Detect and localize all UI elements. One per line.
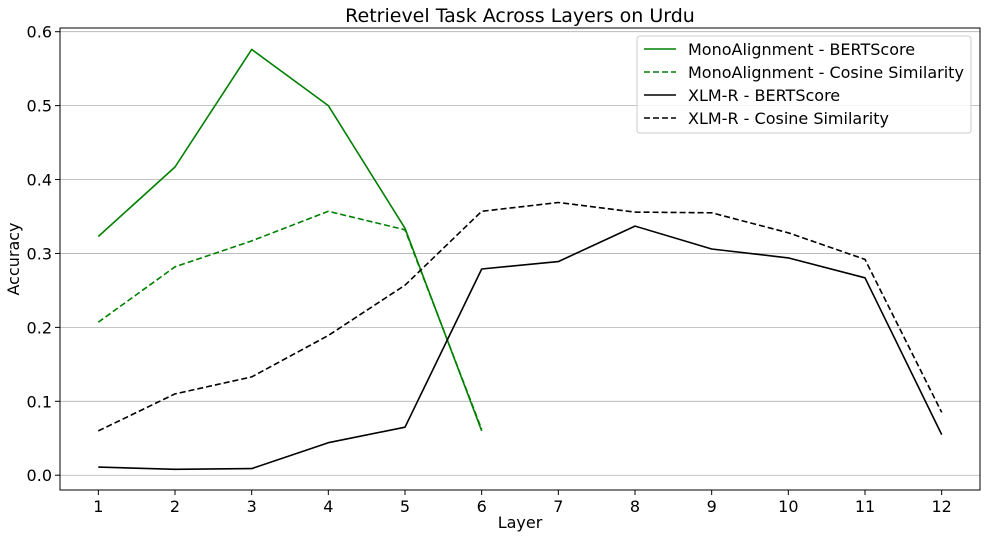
y-tick-label: 0.3: [27, 244, 52, 263]
x-tick-label: 12: [931, 497, 951, 516]
series-line-2: [97, 210, 483, 430]
x-axis-label: Layer: [498, 513, 543, 532]
x-tick-label: 10: [778, 497, 798, 516]
series-line-1: [97, 48, 483, 432]
y-tick-label: 0.6: [27, 23, 52, 42]
y-tick-label: 0.2: [27, 318, 52, 337]
axis-ticks: 0.00.10.20.30.40.50.61 2 3 4 5 6 7 8 9 10 11 12: [27, 23, 952, 516]
x-tick-label: 9: [707, 497, 717, 516]
y-tick-label: 0.5: [27, 97, 52, 116]
legend-box: [636, 35, 972, 134]
legend-label: XLM-R - BERTScore: [688, 86, 840, 105]
y-axis-label: Accuracy: [4, 222, 23, 295]
x-tick-label: 7: [553, 497, 563, 516]
y-tick-label: 0.0: [27, 466, 52, 485]
series-lines: [97, 48, 943, 471]
x-tick-label: 6: [477, 497, 487, 516]
x-tick-label: 8: [630, 497, 640, 516]
legend: MonoAlignment - BERTScore MonoAlignment -…: [636, 35, 972, 134]
plot-frame: [59, 27, 981, 491]
x-tick-label: 3: [247, 497, 257, 516]
y-tick-label: 0.4: [27, 171, 52, 190]
series-line-3: [98, 225, 943, 471]
x-tick-label: 2: [170, 497, 180, 516]
legend-label: XLM-R - Cosine Similarity: [688, 109, 889, 128]
legend-label: MonoAlignment - Cosine Similarity: [688, 63, 964, 82]
x-tick-label: 4: [323, 497, 333, 516]
x-tick-label: 11: [855, 497, 875, 516]
x-tick-label: 1: [93, 497, 103, 516]
series-line-4: [97, 201, 943, 432]
x-tick-label: 5: [400, 497, 410, 516]
legend-label: MonoAlignment - BERTScore: [688, 40, 915, 59]
chart-title: Retrievel Task Across Layers on Urdu: [345, 5, 695, 27]
y-tick-label: 0.1: [27, 392, 52, 411]
